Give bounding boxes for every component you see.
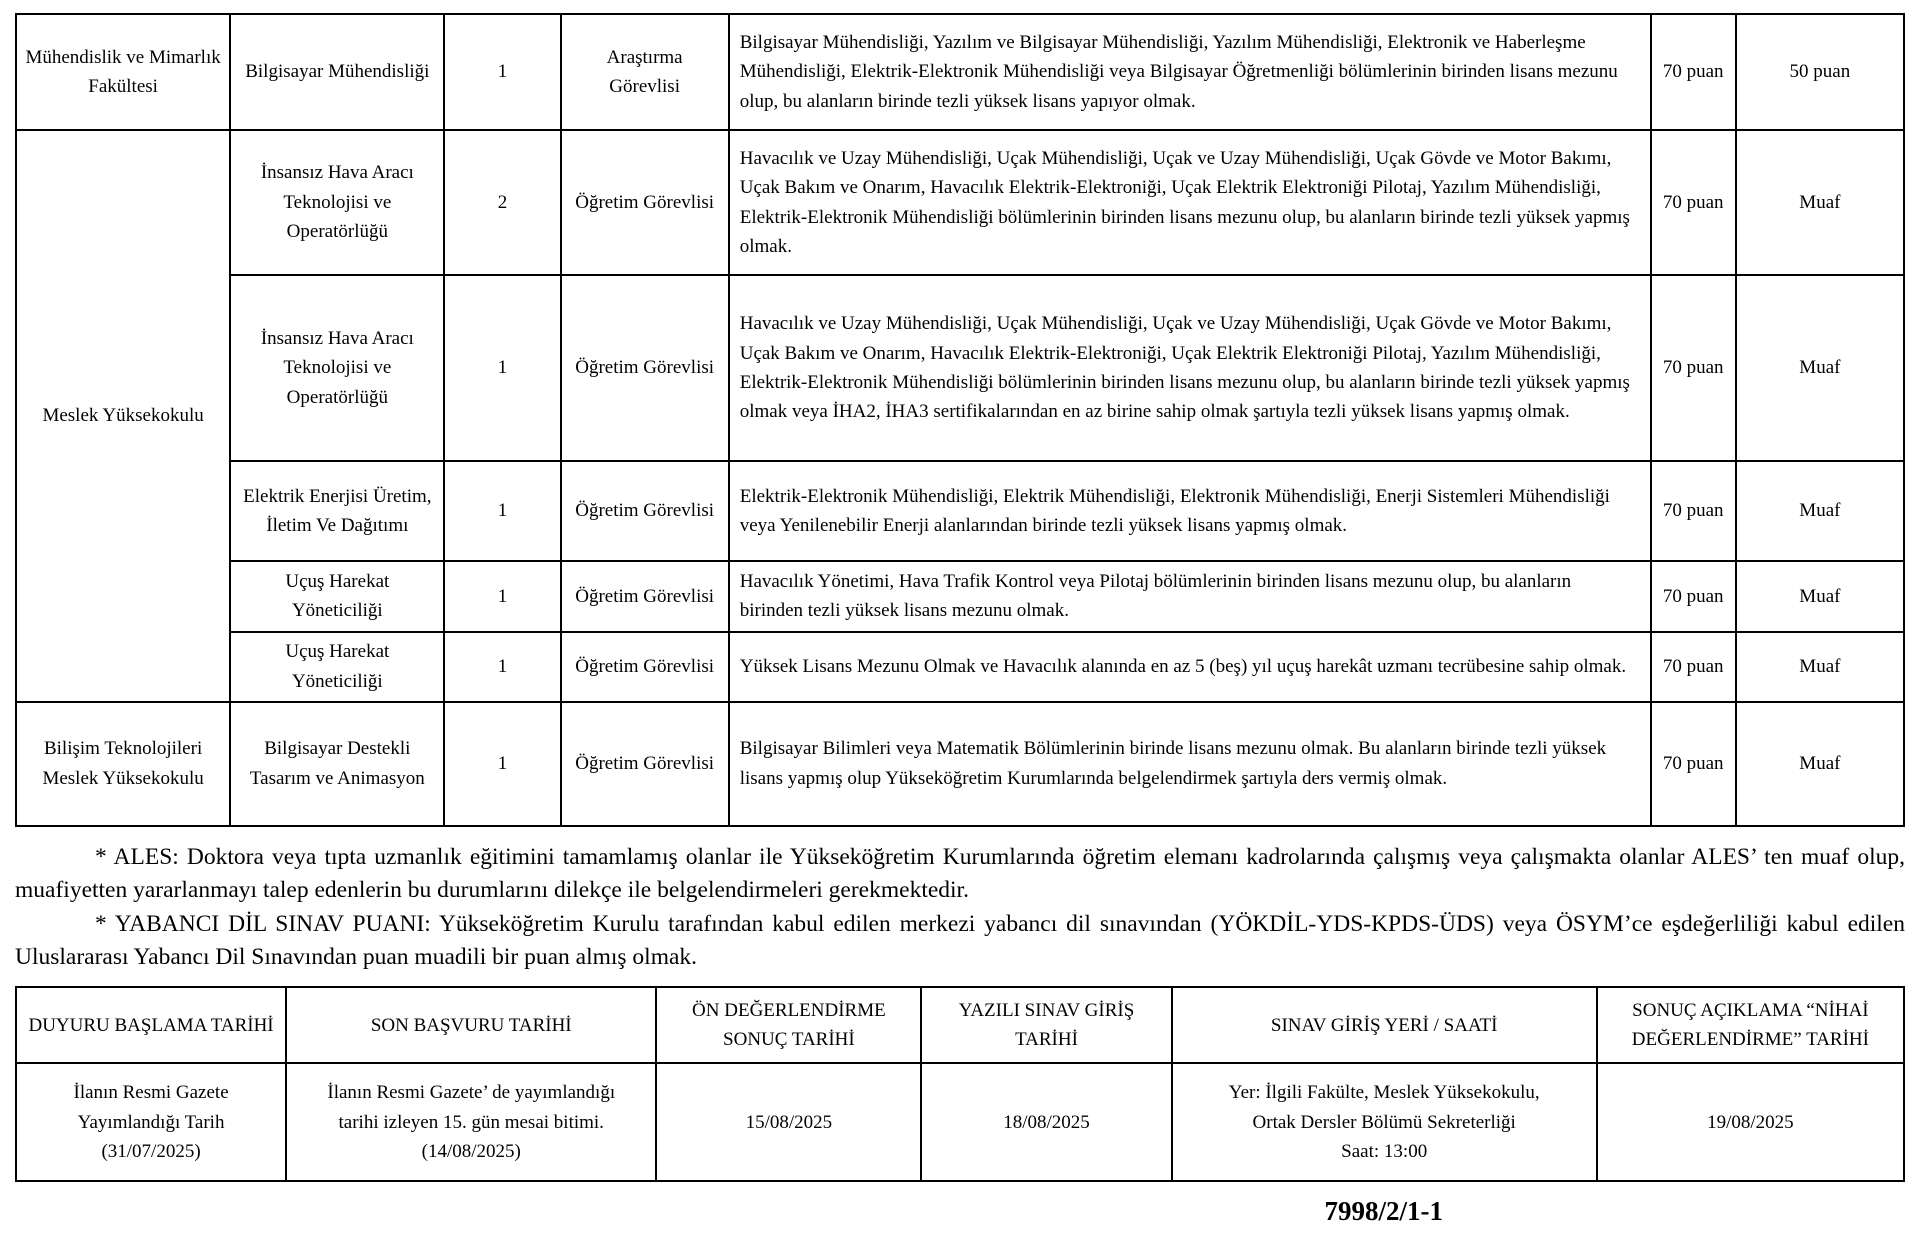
header-pre-evaluation-result: ÖN DEĞERLENDİRME SONUÇ TARİHİ	[655, 986, 923, 1065]
header-final-result-date: SONUÇ AÇIKLAMA “NİHAİ DEĞERLENDİRME” TAR…	[1595, 986, 1906, 1065]
quota-cell: 1	[443, 274, 562, 462]
header-announcement-start: DUYURU BAŞLAMA TARİHİ	[14, 986, 288, 1065]
requirements-cell: Bilgisayar Bilimleri veya Matematik Bölü…	[727, 700, 1652, 827]
table-row: Elektrik Enerjisi Üretim, İletim Ve Dağı…	[16, 460, 1906, 562]
schedule-header-row: DUYURU BAŞLAMA TARİHİ SON BAŞVURU TARİHİ…	[14, 986, 1906, 1065]
quota-cell: 2	[443, 129, 562, 276]
reference-number: 7998/2/1-1	[1324, 1196, 1444, 1227]
faculty-cell: Mühendislik ve Mimarlık Fakültesi	[14, 13, 232, 131]
title-cell: Öğretim Görevlisi	[559, 460, 730, 562]
ales-score-cell: 70 puan	[1649, 129, 1737, 276]
quota-cell: 1	[443, 700, 562, 827]
faculty-cell: Bilişim Teknolojileri Meslek Yüksekokulu	[14, 700, 232, 827]
title-cell: Öğretim Görevlisi	[559, 630, 730, 703]
announcement-start-cell: İlanın Resmi Gazete Yayımlandığı Tarih (…	[14, 1062, 288, 1183]
title-cell: Öğretim Görevlisi	[559, 274, 730, 462]
program-cell: Bilgisayar Mühendisliği	[229, 13, 446, 131]
title-cell: Araştırma Görevlisi	[559, 13, 730, 131]
program-cell: Elektrik Enerjisi Üretim, İletim Ve Dağı…	[229, 460, 446, 562]
requirements-cell: Havacılık ve Uzay Mühendisliği, Uçak Müh…	[727, 274, 1652, 462]
program-cell: İnsansız Hava Aracı Teknolojisi ve Opera…	[229, 274, 446, 462]
title-cell: Öğretim Görevlisi	[559, 700, 730, 827]
program-cell: Uçuş Harekat Yöneticiliği	[229, 630, 446, 703]
written-exam-date-cell: 18/08/2025	[920, 1062, 1173, 1183]
foreign-language-note: * YABANCI DİL SINAV PUANI: Yükseköğretim…	[15, 910, 1905, 970]
pre-evaluation-result-cell: 15/08/2025	[655, 1062, 923, 1183]
faculty-cell: Meslek Yüksekokulu	[14, 129, 232, 703]
requirements-cell: Bilgisayar Mühendisliği, Yazılım ve Bilg…	[727, 13, 1652, 131]
header-application-deadline: SON BAŞVURU TARİHİ	[285, 986, 658, 1065]
table-row: Mühendislik ve Mimarlık Fakültesi Bilgis…	[14, 13, 1906, 131]
header-written-exam-date: YAZILI SINAV GİRİŞ TARİHİ	[920, 986, 1173, 1065]
footnotes: * ALES: Doktora veya tıpta uzmanlık eğit…	[15, 841, 1905, 974]
job-announcement-page: Mühendislik ve Mimarlık Fakültesi Bilgis…	[14, 13, 1906, 1227]
language-score-cell: Muaf	[1734, 129, 1906, 276]
table-row: Uçuş Harekat Yöneticiliği 1 Öğretim Göre…	[16, 560, 1906, 633]
title-cell: Öğretim Görevlisi	[559, 560, 730, 633]
quota-cell: 1	[443, 560, 562, 633]
requirements-cell: Yüksek Lisans Mezunu Olmak ve Havacılık …	[727, 630, 1652, 703]
schedule-data-row: İlanın Resmi Gazete Yayımlandığı Tarih (…	[14, 1062, 1906, 1183]
header-exam-place-time: SINAV GİRİŞ YERİ / SAATİ	[1170, 986, 1598, 1065]
schedule-table: DUYURU BAŞLAMA TARİHİ SON BAŞVURU TARİHİ…	[14, 986, 1906, 1183]
ales-score-cell: 70 puan	[1649, 630, 1737, 703]
language-score-cell: Muaf	[1734, 560, 1906, 633]
table-row: Uçuş Harekat Yöneticiliği 1 Öğretim Göre…	[16, 630, 1906, 703]
table-row: Bilişim Teknolojileri Meslek Yüksekokulu…	[14, 700, 1906, 827]
ales-score-cell: 70 puan	[1649, 460, 1737, 562]
exam-place-time-cell: Yer: İlgili Fakülte, Meslek Yüksekokulu,…	[1170, 1062, 1598, 1183]
requirements-cell: Havacılık ve Uzay Mühendisliği, Uçak Müh…	[727, 129, 1652, 276]
language-score-cell: Muaf	[1734, 700, 1906, 827]
title-cell: Öğretim Görevlisi	[559, 129, 730, 276]
ales-score-cell: 70 puan	[1649, 700, 1737, 827]
table-row: İnsansız Hava Aracı Teknolojisi ve Opera…	[16, 274, 1906, 462]
quota-cell: 1	[443, 630, 562, 703]
ales-score-cell: 70 puan	[1649, 560, 1737, 633]
language-score-cell: 50 puan	[1734, 13, 1906, 131]
table-row: Meslek Yüksekokulu İnsansız Hava Aracı T…	[14, 129, 1906, 703]
program-cell: Uçuş Harekat Yöneticiliği	[229, 560, 446, 633]
program-cell: Bilgisayar Destekli Tasarım ve Animasyon	[229, 700, 446, 827]
language-score-cell: Muaf	[1734, 630, 1906, 703]
language-score-cell: Muaf	[1734, 274, 1906, 462]
ales-score-cell: 70 puan	[1649, 274, 1737, 462]
language-score-cell: Muaf	[1734, 460, 1906, 562]
final-result-date-cell: 19/08/2025	[1595, 1062, 1906, 1183]
quota-cell: 1	[443, 13, 562, 131]
requirements-cell: Havacılık Yönetimi, Hava Trafik Kontrol …	[727, 560, 1652, 633]
program-cell: İnsansız Hava Aracı Teknolojisi ve Opera…	[229, 129, 446, 276]
ales-score-cell: 70 puan	[1649, 13, 1737, 131]
quota-cell: 1	[443, 460, 562, 562]
requirements-cell: Elektrik-Elektronik Mühendisliği, Elektr…	[727, 460, 1652, 562]
positions-table: Mühendislik ve Mimarlık Fakültesi Bilgis…	[14, 13, 1906, 827]
application-deadline-cell: İlanın Resmi Gazete’ de yayımlandığı tar…	[285, 1062, 658, 1183]
ales-note: * ALES: Doktora veya tıpta uzmanlık eğit…	[15, 843, 1905, 904]
